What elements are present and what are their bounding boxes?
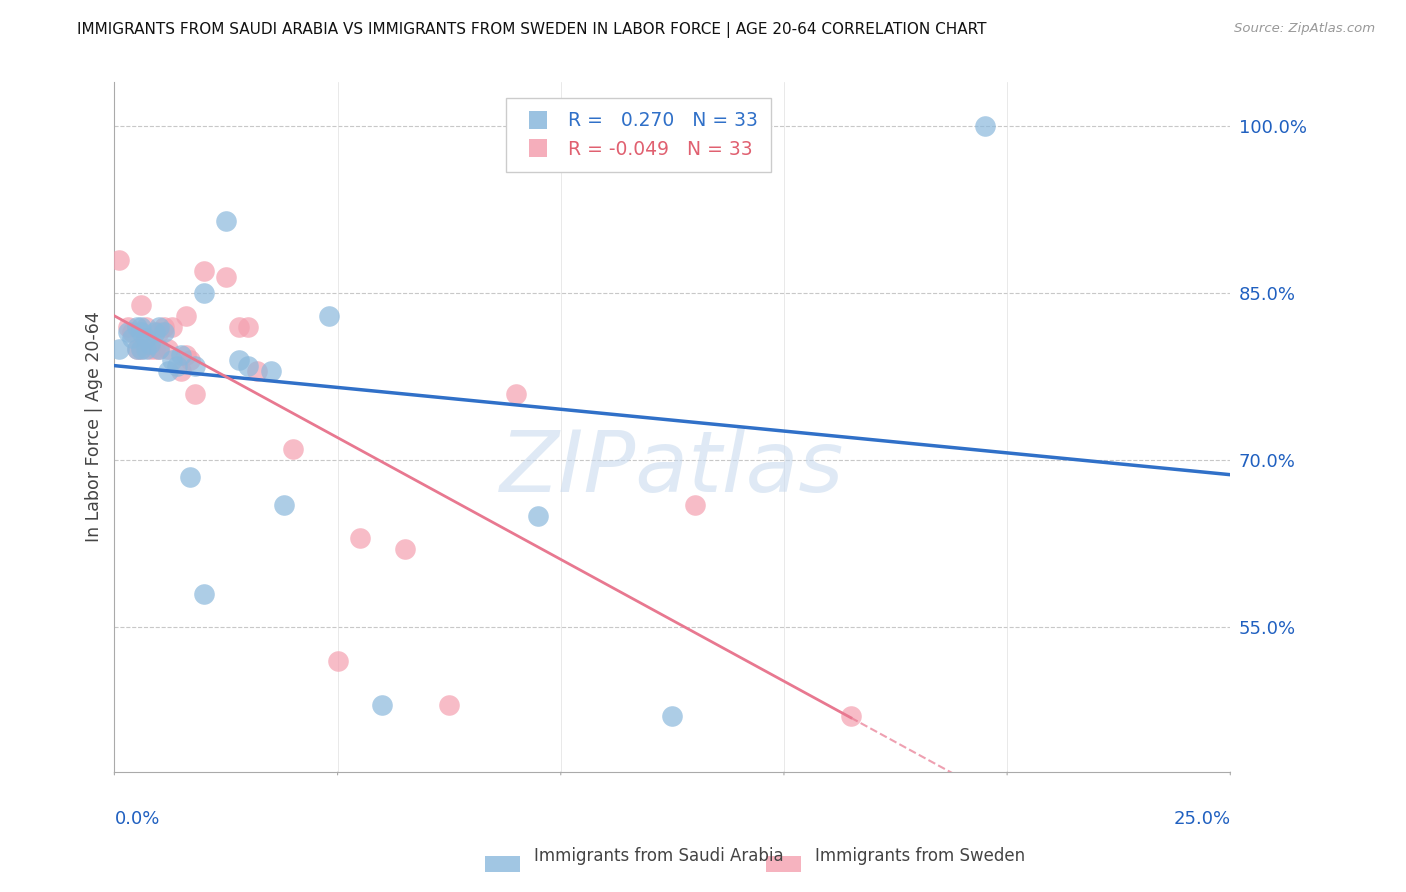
Point: [174, 348, 197, 362]
Point: [683, 498, 706, 512]
Point: [505, 386, 527, 401]
Point: [179, 470, 201, 484]
Point: [108, 253, 131, 268]
Point: [246, 364, 269, 378]
Point: [193, 264, 215, 278]
Point: [228, 319, 250, 334]
Point: [143, 326, 166, 340]
Text: 25.0%: 25.0%: [1173, 810, 1230, 828]
Point: [238, 319, 260, 334]
Point: [162, 353, 184, 368]
Point: [170, 364, 193, 378]
Point: [129, 319, 152, 334]
Y-axis label: In Labor Force | Age 20-64: In Labor Force | Age 20-64: [86, 311, 103, 542]
Point: [148, 342, 170, 356]
Point: [135, 342, 157, 356]
Point: [143, 342, 166, 356]
Point: [174, 309, 197, 323]
Point: [162, 319, 184, 334]
Point: [125, 342, 148, 356]
Point: [228, 353, 250, 368]
Point: [179, 353, 201, 368]
Text: 0.0%: 0.0%: [114, 810, 160, 828]
Legend: R =   0.270   N = 33, R = -0.049   N = 33: R = 0.270 N = 33, R = -0.049 N = 33: [506, 98, 772, 172]
Point: [273, 498, 295, 512]
Point: [139, 342, 162, 356]
Point: [259, 364, 281, 378]
Text: Immigrants from Saudi Arabia: Immigrants from Saudi Arabia: [534, 847, 785, 865]
Point: [129, 342, 152, 356]
Point: [129, 342, 152, 356]
Point: [437, 698, 460, 713]
Point: [527, 509, 550, 524]
Text: Source: ZipAtlas.com: Source: ZipAtlas.com: [1234, 22, 1375, 36]
Point: [166, 359, 188, 373]
Point: [238, 359, 260, 373]
Point: [135, 331, 157, 345]
Point: [281, 442, 304, 457]
Point: [193, 587, 215, 601]
Point: [125, 319, 148, 334]
Point: [148, 326, 170, 340]
Point: [125, 342, 148, 356]
Point: [973, 120, 995, 134]
Point: [139, 336, 162, 351]
Point: [108, 342, 131, 356]
Point: [326, 654, 349, 668]
Point: [184, 386, 207, 401]
Point: [371, 698, 394, 713]
Point: [129, 326, 152, 340]
Point: [117, 319, 139, 334]
Point: [117, 326, 139, 340]
Point: [215, 214, 238, 228]
Point: [129, 297, 152, 311]
Point: [121, 331, 143, 345]
Point: [156, 342, 179, 356]
Point: [135, 331, 157, 345]
Point: [661, 709, 683, 723]
Point: [152, 319, 174, 334]
Point: [839, 709, 862, 723]
Point: [349, 532, 371, 546]
Text: IMMIGRANTS FROM SAUDI ARABIA VS IMMIGRANTS FROM SWEDEN IN LABOR FORCE | AGE 20-6: IMMIGRANTS FROM SAUDI ARABIA VS IMMIGRAN…: [77, 22, 987, 38]
Point: [184, 359, 207, 373]
Point: [148, 319, 170, 334]
Point: [135, 319, 157, 334]
Point: [193, 286, 215, 301]
Point: [156, 364, 179, 378]
Text: Immigrants from Sweden: Immigrants from Sweden: [815, 847, 1025, 865]
Text: ZIPatlas: ZIPatlas: [501, 427, 845, 510]
Point: [394, 542, 416, 557]
Point: [148, 342, 170, 356]
Point: [121, 326, 143, 340]
Point: [318, 309, 340, 323]
Point: [215, 269, 238, 284]
Point: [170, 348, 193, 362]
Point: [152, 326, 174, 340]
